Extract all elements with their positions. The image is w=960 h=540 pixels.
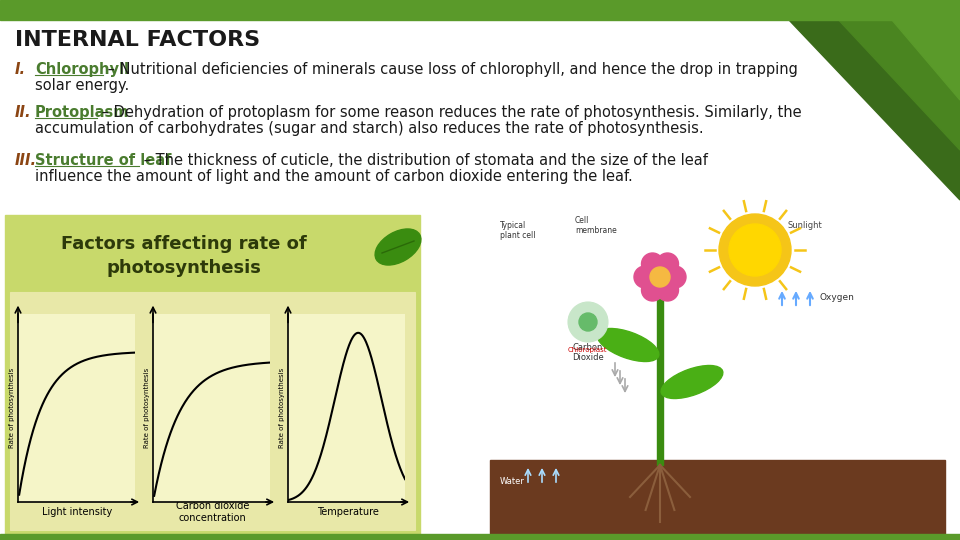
Text: II.: II. xyxy=(15,105,32,120)
Ellipse shape xyxy=(375,229,420,265)
Circle shape xyxy=(664,266,686,288)
Text: influence the amount of light and the amount of carbon dioxide entering the leaf: influence the amount of light and the am… xyxy=(35,169,633,184)
Text: I.: I. xyxy=(15,62,26,77)
Circle shape xyxy=(641,279,663,301)
Y-axis label: Rate of photosynthesis: Rate of photosynthesis xyxy=(10,368,15,448)
Text: Structure of leaf: Structure of leaf xyxy=(35,153,172,168)
Polygon shape xyxy=(820,0,960,150)
Circle shape xyxy=(657,279,679,301)
Text: – Nutritional deficiencies of minerals cause loss of chlorophyll, and hence the : – Nutritional deficiencies of minerals c… xyxy=(104,62,798,77)
Polygon shape xyxy=(490,460,945,535)
Circle shape xyxy=(657,253,679,275)
Circle shape xyxy=(641,253,663,275)
Text: Sunlight: Sunlight xyxy=(787,221,822,230)
Text: Carbon dioxide
concentration: Carbon dioxide concentration xyxy=(176,501,250,523)
Text: Factors affecting rate of
photosynthesis: Factors affecting rate of photosynthesis xyxy=(60,235,306,276)
Text: Water: Water xyxy=(500,477,525,486)
Ellipse shape xyxy=(597,328,659,361)
Text: Protoplasm: Protoplasm xyxy=(35,105,130,120)
Text: INTERNAL FACTORS: INTERNAL FACTORS xyxy=(15,30,260,50)
Text: – Dehydration of protoplasm for some reason reduces the rate of photosynthesis. : – Dehydration of protoplasm for some rea… xyxy=(97,105,802,120)
Y-axis label: Rate of photosynthesis: Rate of photosynthesis xyxy=(279,368,285,448)
Text: Light intensity: Light intensity xyxy=(42,507,112,517)
Y-axis label: Rate of photosynthesis: Rate of photosynthesis xyxy=(144,368,150,448)
Text: III.: III. xyxy=(15,153,37,168)
Text: Chlorophyll: Chlorophyll xyxy=(35,62,129,77)
Text: solar energy.: solar energy. xyxy=(35,78,130,93)
Circle shape xyxy=(579,313,597,331)
Text: accumulation of carbohydrates (sugar and starch) also reduces the rate of photos: accumulation of carbohydrates (sugar and… xyxy=(35,121,704,136)
Bar xyxy=(0,0,960,20)
Polygon shape xyxy=(770,0,960,200)
Polygon shape xyxy=(875,0,960,100)
Bar xyxy=(10,292,415,530)
Bar xyxy=(490,215,945,535)
Circle shape xyxy=(650,267,670,287)
Text: Temperature: Temperature xyxy=(317,507,378,517)
Text: Chloroplast: Chloroplast xyxy=(568,347,608,353)
Text: Carbon
Dioxide: Carbon Dioxide xyxy=(572,342,604,362)
Text: – The thickness of cuticle, the distribution of stomata and the size of the leaf: – The thickness of cuticle, the distribu… xyxy=(138,153,708,168)
Ellipse shape xyxy=(661,366,723,399)
Text: Typical
plant cell: Typical plant cell xyxy=(500,221,536,240)
Text: Cell
membrane: Cell membrane xyxy=(575,215,616,235)
Bar xyxy=(0,534,960,540)
Circle shape xyxy=(568,302,608,342)
Text: Oxygen: Oxygen xyxy=(820,294,854,302)
Circle shape xyxy=(719,214,791,286)
Circle shape xyxy=(729,224,781,276)
Bar xyxy=(657,290,663,465)
Bar xyxy=(5,215,420,535)
Circle shape xyxy=(634,266,656,288)
